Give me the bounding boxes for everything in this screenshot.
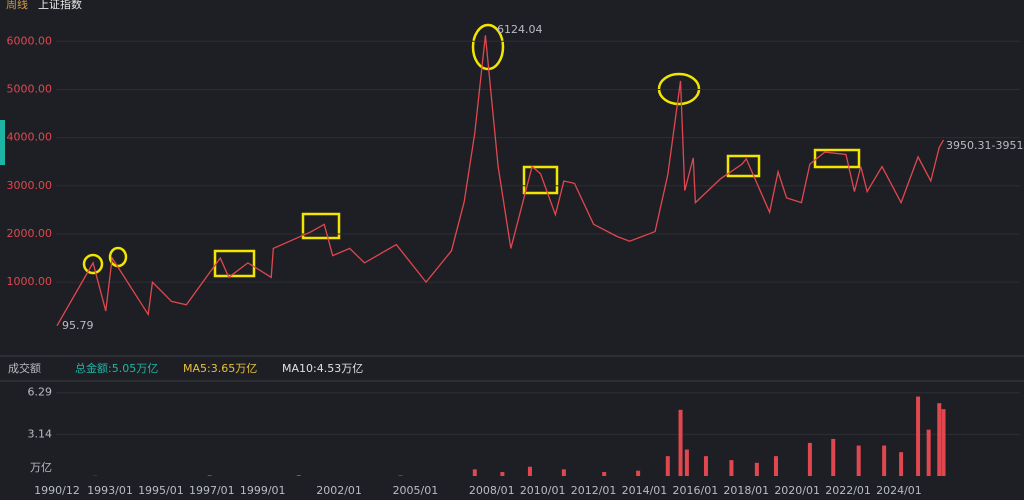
y-tick-label: 6000.00 (7, 34, 53, 47)
x-tick-label: 1995/01 (138, 484, 184, 497)
volume-bar (684, 449, 689, 476)
y-tick-label: 3000.00 (7, 179, 53, 192)
annotation: 95.79 (62, 319, 94, 332)
volume-bar (472, 469, 477, 476)
volume-bar (703, 456, 708, 476)
x-tick-label: 1990/12 (34, 484, 80, 497)
legend-item: MA10:4.53万亿 (282, 362, 363, 375)
volume-bar (856, 445, 861, 476)
x-tick-label: 2012/01 (571, 484, 617, 497)
x-tick-label: 2005/01 (393, 484, 439, 497)
x-tick-label: 2020/01 (774, 484, 820, 497)
x-tick-label: 2002/01 (316, 484, 362, 497)
legend-item: 总金额:5.05万亿 (75, 361, 158, 375)
volume-bar (602, 472, 607, 476)
volume-bar (678, 409, 683, 476)
volume-bar (941, 409, 946, 476)
volume-bar (937, 403, 942, 476)
x-tick-label: 2022/01 (825, 484, 871, 497)
x-tick-label: 1997/01 (189, 484, 235, 497)
index-name: 上证指数 (38, 0, 82, 11)
volume-bar (754, 462, 759, 476)
volume-bar (561, 469, 566, 476)
x-tick-label: 2008/01 (469, 484, 515, 497)
volume-bar (926, 429, 931, 476)
period[interactable]: 周线 (6, 0, 28, 11)
legend-item: MA5:3.65万亿 (183, 362, 257, 375)
volume-bar (398, 475, 403, 476)
volume-bar (527, 466, 532, 476)
annotation: 6124.04 (497, 23, 543, 36)
y-tick-label: 4000.00 (7, 131, 53, 144)
x-tick-label: 2018/01 (723, 484, 769, 497)
x-tick-label: 2010/01 (520, 484, 566, 497)
volume-bar (773, 456, 778, 476)
side-marker (0, 120, 5, 165)
annotation: 3950.31-3951 (946, 139, 1023, 152)
y-tick-label: 2000.00 (7, 227, 53, 240)
volume-bar (807, 442, 812, 476)
volume-bar (882, 445, 887, 476)
y-tick-label: 5000.00 (7, 82, 53, 95)
x-tick-label: 2014/01 (622, 484, 668, 497)
panel-title: 成交额 (8, 361, 41, 375)
x-tick-label: 1999/01 (240, 484, 286, 497)
x-tick-label: 2016/01 (673, 484, 719, 497)
volume-bar (207, 475, 212, 476)
y-tick-label: 6.29 (28, 386, 53, 399)
y-tick-label: 3.14 (28, 427, 53, 440)
volume-bar (916, 396, 921, 476)
volume-bar (636, 470, 641, 476)
volume-bar (500, 472, 505, 476)
volume-bar (831, 438, 836, 476)
y-tick-label: 1000.00 (7, 275, 53, 288)
volume-bar (296, 475, 301, 476)
x-tick-label: 2024/01 (876, 484, 922, 497)
volume-bar (729, 460, 734, 476)
x-tick-label: 1993/01 (87, 484, 133, 497)
price-line (56, 35, 945, 327)
volume-bar (899, 452, 904, 476)
volume-bar (665, 456, 670, 476)
y-unit: 万亿 (30, 461, 52, 474)
